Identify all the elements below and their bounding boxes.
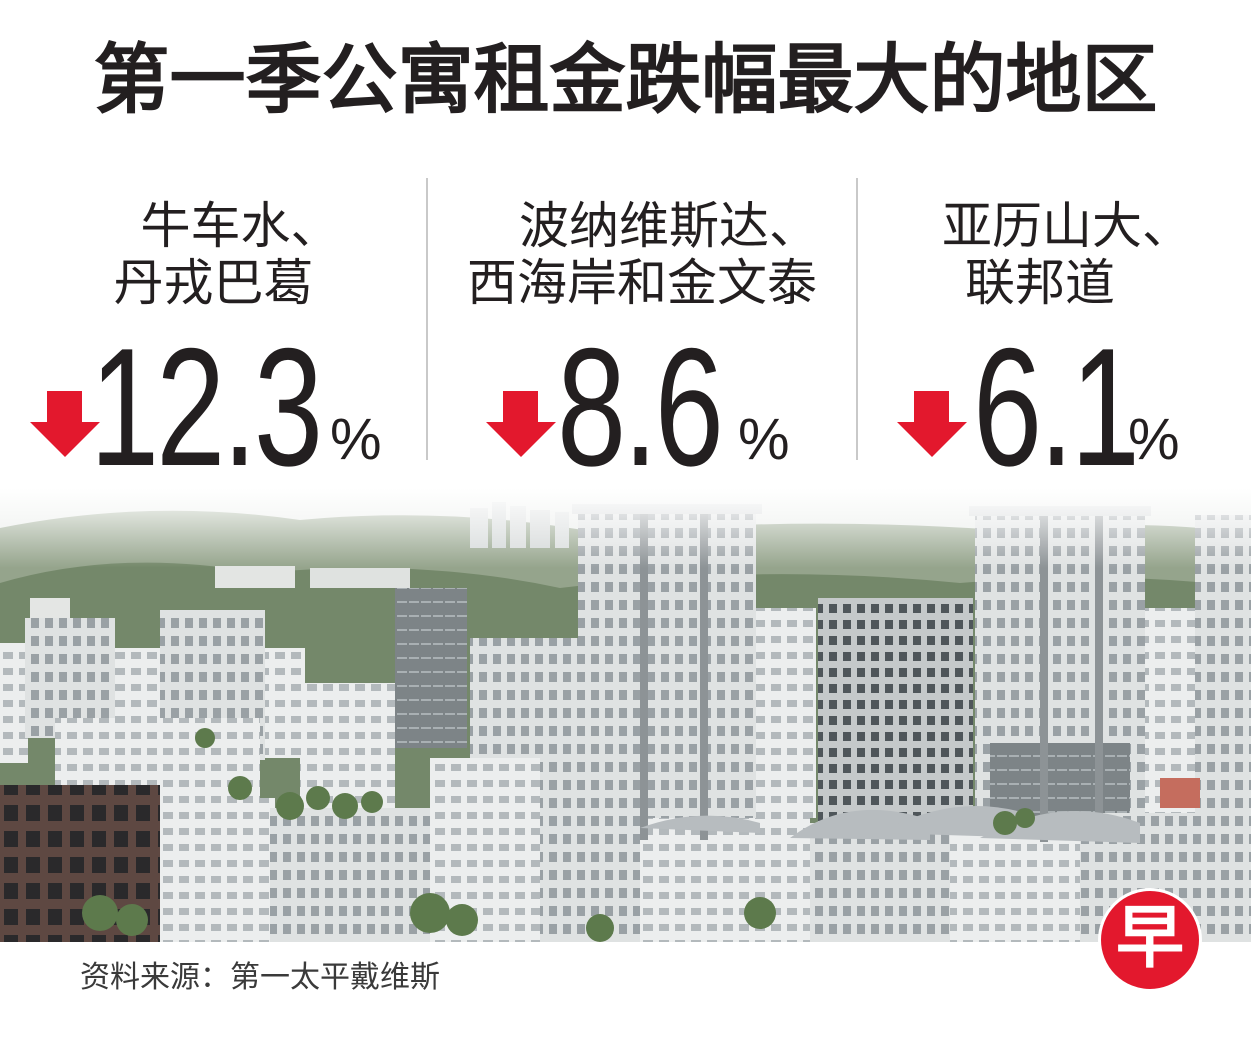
tower-core bbox=[1095, 512, 1103, 842]
region-name-line: 联邦道 bbox=[965, 254, 1115, 312]
tree bbox=[332, 793, 358, 819]
tree bbox=[1015, 808, 1035, 828]
infographic-title: 第一季公寓租金跌幅最大的地区 bbox=[93, 35, 1158, 124]
tree bbox=[993, 811, 1017, 835]
building bbox=[640, 818, 810, 942]
building bbox=[270, 808, 430, 942]
building bbox=[215, 566, 295, 588]
region-name-line: 丹戎巴葛 bbox=[113, 254, 314, 312]
down-arrow-icon bbox=[486, 391, 556, 457]
building bbox=[395, 588, 467, 748]
building bbox=[540, 788, 640, 942]
building bbox=[160, 798, 275, 942]
city-skyline-photo bbox=[0, 488, 1251, 942]
building bbox=[950, 833, 1080, 942]
tower-core bbox=[700, 510, 708, 840]
building bbox=[810, 823, 950, 942]
building bbox=[0, 643, 28, 763]
zaobao-logo: 早 bbox=[1098, 888, 1202, 992]
tower-core bbox=[640, 510, 648, 840]
tree bbox=[361, 791, 383, 813]
tree bbox=[195, 728, 215, 748]
change-value: 12.3 bbox=[90, 313, 323, 501]
region-name-line: 牛车水、 bbox=[140, 197, 341, 255]
region-name-line: 波纳维斯达、 bbox=[519, 197, 819, 255]
source-note: 资料来源：第一太平戴维斯 bbox=[80, 960, 440, 995]
building bbox=[756, 608, 816, 818]
tree bbox=[116, 904, 148, 936]
change-value: 8.6 bbox=[557, 313, 724, 501]
tree bbox=[446, 904, 478, 936]
tree bbox=[82, 895, 118, 931]
region-name-line: 西海岸和金文泰 bbox=[467, 254, 817, 312]
tree bbox=[744, 897, 776, 929]
region-name: 波纳维斯达、 西海岸和金文泰 bbox=[427, 198, 857, 312]
percent-sign: % bbox=[738, 407, 790, 472]
tree bbox=[586, 914, 614, 942]
column-divider bbox=[856, 178, 858, 460]
down-arrow-icon bbox=[897, 391, 967, 457]
tree bbox=[276, 792, 304, 820]
tree bbox=[306, 786, 330, 810]
curved-roof bbox=[980, 811, 1140, 843]
region-name-line: 亚历山大、 bbox=[942, 197, 1192, 255]
curved-roof bbox=[640, 815, 760, 833]
haze-overlay bbox=[0, 488, 1251, 568]
tower-core bbox=[1040, 512, 1048, 842]
tree bbox=[228, 776, 252, 800]
region-name: 亚历山大、 联邦道 bbox=[857, 198, 1223, 312]
percent-sign: % bbox=[1128, 407, 1180, 472]
percent-sign: % bbox=[330, 407, 382, 472]
building bbox=[818, 598, 973, 848]
building bbox=[310, 568, 410, 588]
region-name: 牛车水、 丹戎巴葛 bbox=[0, 198, 427, 312]
down-arrow-icon bbox=[30, 391, 100, 457]
tree bbox=[410, 893, 450, 933]
building bbox=[265, 648, 305, 758]
column-divider bbox=[426, 178, 428, 460]
building bbox=[1160, 778, 1200, 808]
change-value: 6.1 bbox=[973, 313, 1140, 501]
